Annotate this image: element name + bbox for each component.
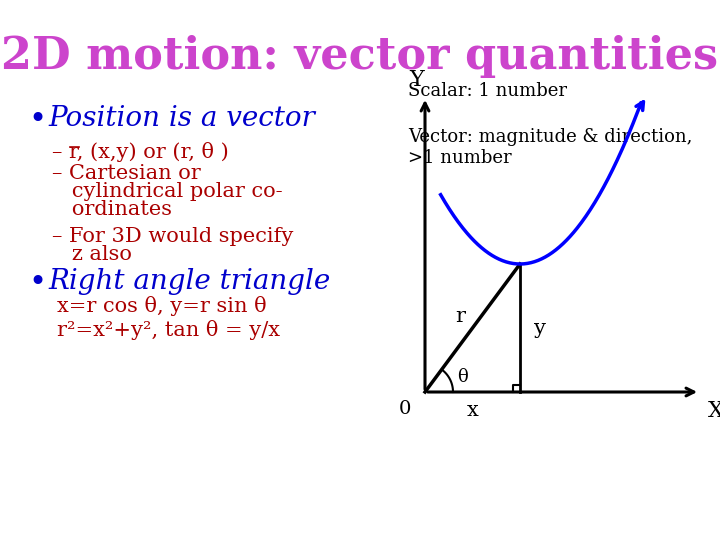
Text: •: •: [28, 105, 46, 136]
Text: θ: θ: [457, 368, 468, 386]
Text: 0: 0: [399, 400, 411, 418]
Text: X: X: [708, 400, 720, 422]
Text: – r, (x,y) or (r, θ ): – r, (x,y) or (r, θ ): [52, 142, 229, 162]
Text: r²=x²+y², tan θ = y/x: r²=x²+y², tan θ = y/x: [57, 320, 280, 340]
Text: Right angle triangle: Right angle triangle: [48, 268, 330, 295]
Text: z also: z also: [52, 245, 132, 264]
Text: ordinates: ordinates: [52, 200, 172, 219]
Text: •: •: [28, 268, 46, 299]
Text: cylindrical polar co-: cylindrical polar co-: [52, 182, 283, 201]
Text: – For 3D would specify: – For 3D would specify: [52, 227, 293, 246]
Text: r: r: [456, 307, 466, 326]
Text: – Cartesian or: – Cartesian or: [52, 164, 201, 183]
Text: Position is a vector: Position is a vector: [48, 105, 315, 132]
Text: y: y: [534, 319, 546, 338]
Text: x=r cos θ, y=r sin θ: x=r cos θ, y=r sin θ: [57, 296, 266, 316]
Text: 2D motion: vector quantities: 2D motion: vector quantities: [1, 35, 719, 78]
Text: Scalar: 1 number: Scalar: 1 number: [408, 82, 567, 100]
Text: x: x: [467, 401, 478, 420]
Text: Y: Y: [410, 69, 424, 91]
Text: Vector: magnitude & direction,
>1 number: Vector: magnitude & direction, >1 number: [408, 128, 693, 167]
